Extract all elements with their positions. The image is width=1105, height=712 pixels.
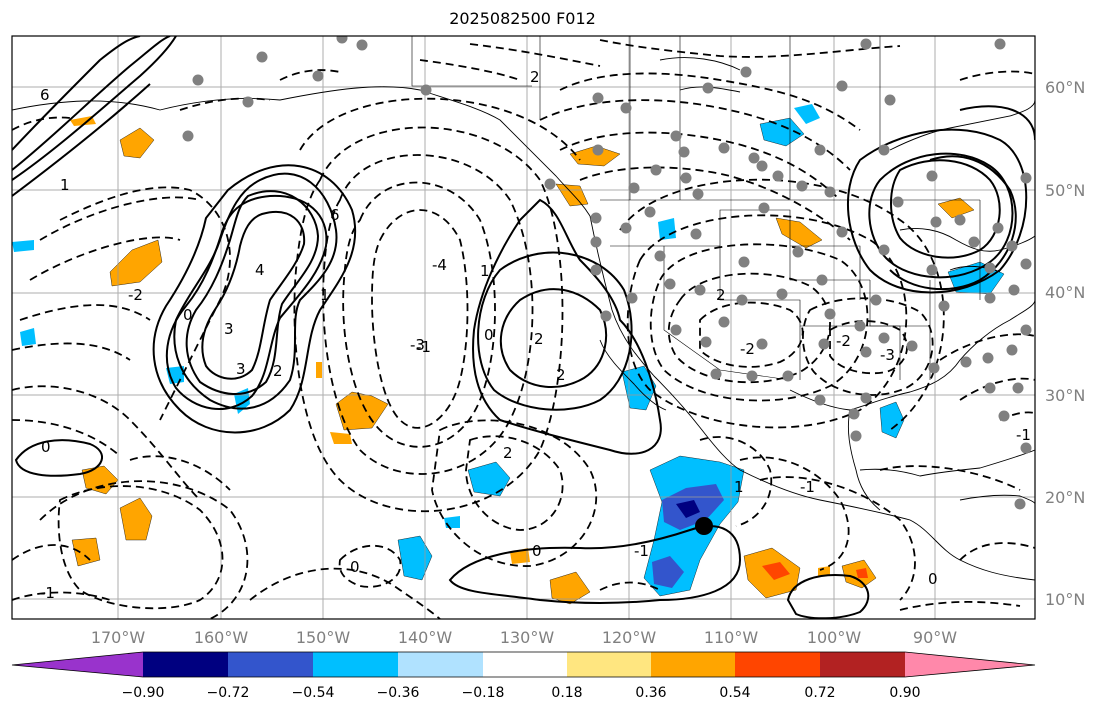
contour-label: -1 [40, 584, 55, 602]
contour-label: -2 [128, 286, 143, 304]
colorbar-tick: −0.18 [462, 685, 505, 701]
coastlines [12, 57, 1035, 581]
contour-label: 3 [236, 360, 246, 378]
colorbar-tick: 0.72 [804, 685, 835, 701]
contour-label: 0 [350, 558, 360, 576]
contour-label: -2 [836, 332, 851, 350]
colorbar-tick: −0.72 [207, 685, 250, 701]
colorbar-ticks: −0.90 −0.72 −0.54 −0.36 −0.18 0.18 0.36 … [122, 685, 921, 701]
lat-label: 40°N [1045, 283, 1085, 302]
lon-label: 90°W [913, 628, 957, 647]
lon-label: 170°W [91, 628, 146, 647]
colorbar-tick: −0.90 [122, 685, 165, 701]
colorbar-segment [143, 652, 228, 677]
contour-label: 0 [532, 542, 542, 560]
colorbar-segment [228, 652, 313, 677]
lon-label: 150°W [296, 628, 351, 647]
contour-label: 2 [530, 68, 540, 86]
colorbar-segment [313, 652, 398, 677]
contour-label: 6 [330, 206, 340, 224]
contour-label: 0 [183, 306, 193, 324]
colorbar-tick: 0.36 [635, 685, 666, 701]
contour-label: 6 [40, 86, 50, 104]
contour-label: -2 [740, 340, 755, 358]
lon-label: 120°W [602, 628, 657, 647]
contour-label: -3 [880, 346, 895, 364]
map-title: 2025082500 F012 [449, 9, 596, 28]
colorbar-tick: −0.36 [377, 685, 420, 701]
contour-label: 2 [273, 362, 283, 380]
contour-label: 1 [734, 478, 744, 496]
lat-label: 50°N [1045, 181, 1085, 200]
colorbar-extend-max [905, 652, 1035, 677]
contour-label: 2 [716, 286, 726, 304]
contour-labels: 6 4 3 2 1 0 -1 -2 -3 -4 0 1 2 3 2 1 0 -1… [40, 68, 1031, 602]
colorbar [11, 651, 1036, 678]
contour-label: 2 [503, 444, 513, 462]
contour-label: 1 [320, 286, 330, 304]
lat-label: 10°N [1045, 590, 1085, 609]
map-background [12, 36, 1035, 619]
lat-label: 20°N [1045, 488, 1085, 507]
colorbar-tick: 0.54 [719, 685, 750, 701]
colorbar-segment [398, 652, 483, 677]
contour-label: 0 [484, 326, 494, 344]
contour-label: 1 [480, 262, 490, 280]
contour-label: -1 [1016, 426, 1031, 444]
contour-label: 2 [534, 330, 544, 348]
latitude-labels: 60°N 50°N 40°N 30°N 20°N 10°N [1045, 78, 1085, 609]
contour-label: 0 [41, 438, 51, 456]
colorbar-extend-min [12, 652, 143, 677]
contour-label: 1 [60, 176, 70, 194]
longitude-labels: 170°W 160°W 150°W 140°W 130°W 120°W 110°… [91, 628, 957, 647]
map-frame [11, 35, 1036, 620]
colorbar-tick: 0.90 [889, 685, 920, 701]
solid-contours [12, 36, 1035, 619]
contour-label: -1 [634, 542, 649, 560]
lon-label: 130°W [500, 628, 555, 647]
colorbar-segment [483, 652, 567, 677]
colorbar-tick: 0.18 [551, 685, 582, 701]
colorbar-tick: −0.54 [292, 685, 335, 701]
lon-label: 160°W [194, 628, 249, 647]
contour-label: 0 [928, 570, 938, 588]
contour-label: -1 [800, 478, 815, 496]
colorbar-segment [735, 652, 820, 677]
station-dots [182, 36, 1032, 510]
lon-label: 140°W [398, 628, 453, 647]
lat-label: 30°N [1045, 386, 1085, 405]
colorbar-segment [567, 652, 651, 677]
colorbar-segment [651, 652, 735, 677]
colorbar-segment [820, 652, 905, 677]
contour-label: 3 [224, 320, 234, 338]
contour-label: 4 [255, 261, 265, 279]
contour-label: -1 [416, 338, 431, 356]
contour-label: 2 [556, 366, 566, 384]
lon-label: 100°W [807, 628, 862, 647]
lon-label: 110°W [704, 628, 759, 647]
lat-label: 60°N [1045, 78, 1085, 97]
contour-label: -3 [410, 336, 425, 354]
contour-label: -4 [432, 256, 447, 274]
black-dot-marker [695, 517, 713, 535]
